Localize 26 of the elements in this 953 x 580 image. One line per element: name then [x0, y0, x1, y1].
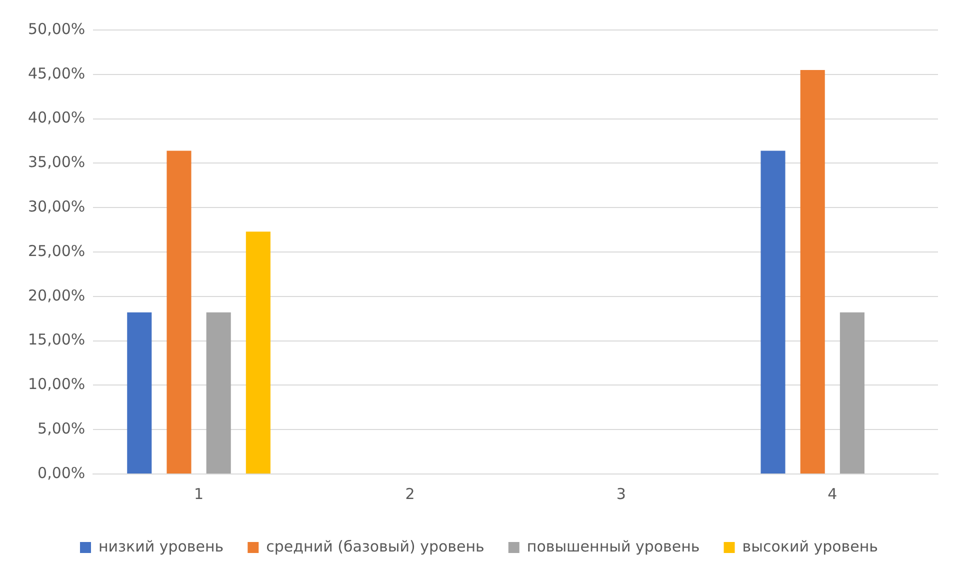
- y-tick-label: 30,00%: [28, 197, 86, 216]
- legend-label: средний (базовый) уровень: [266, 537, 484, 556]
- bar: [127, 312, 152, 474]
- legend-label: низкий уровень: [98, 537, 224, 556]
- bar: [800, 70, 825, 474]
- y-tick-label: 40,00%: [28, 108, 86, 127]
- y-tick-label: 15,00%: [28, 330, 86, 349]
- legend-label: высокий уровень: [742, 537, 878, 556]
- y-tick-label: 20,00%: [28, 286, 86, 304]
- bar: [760, 150, 786, 474]
- x-tick-label: 3: [616, 484, 626, 503]
- x-tick-label: 2: [405, 484, 415, 503]
- bar: [246, 232, 270, 474]
- legend-label: повышенный уровень: [526, 537, 700, 556]
- bar: [206, 312, 231, 474]
- y-tick-label: 5,00%: [38, 419, 86, 438]
- y-tick-label: 45,00%: [28, 64, 86, 82]
- x-tick-label: 1: [194, 484, 204, 503]
- y-tick-label: 25,00%: [28, 242, 86, 260]
- bar: [166, 150, 192, 474]
- y-tick-label: 50,00%: [28, 20, 86, 38]
- bar: [840, 312, 864, 474]
- y-tick-label: 10,00%: [28, 375, 86, 394]
- y-tick-label: 35,00%: [28, 153, 86, 172]
- y-tick-label: 0,00%: [38, 464, 86, 482]
- x-tick-label: 4: [828, 484, 838, 503]
